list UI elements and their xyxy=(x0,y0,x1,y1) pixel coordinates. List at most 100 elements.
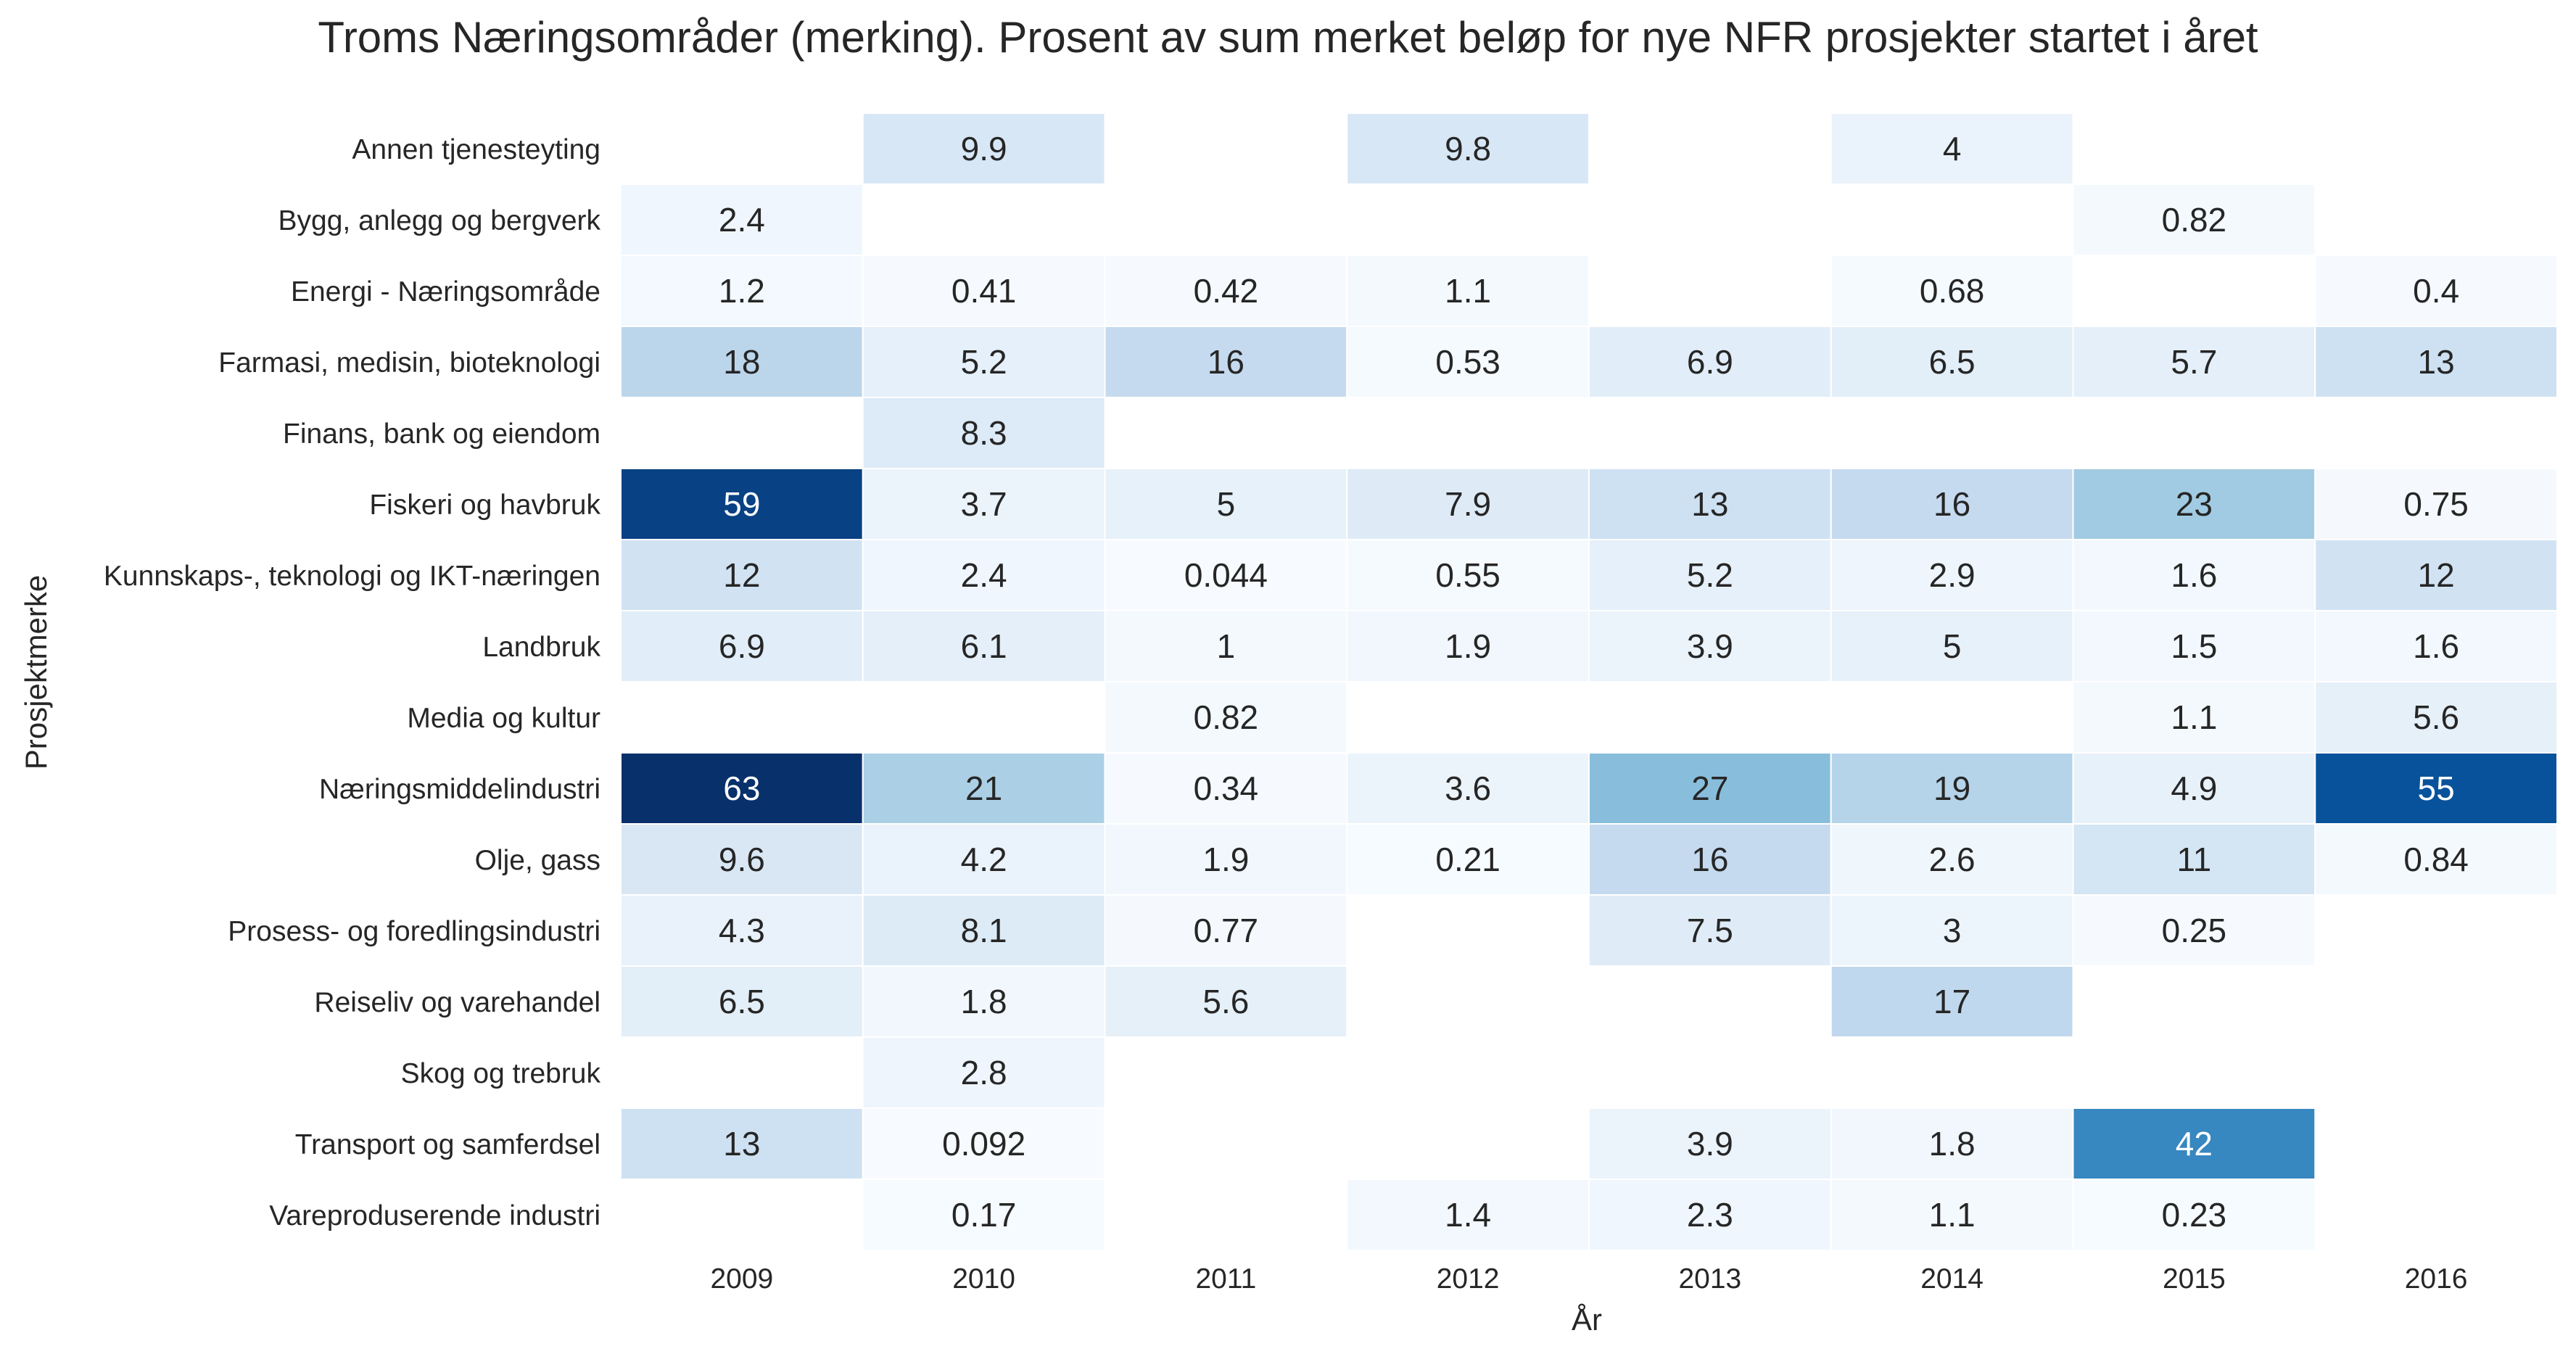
cell-value-label: 18 xyxy=(723,343,760,381)
cell-value-label: 6.9 xyxy=(1687,343,1733,381)
x-tick-label: 2014 xyxy=(1920,1263,1983,1295)
cell-value-label: 2.6 xyxy=(1929,841,1976,878)
cell-value-label: 9.9 xyxy=(961,130,1007,168)
cell-value-label: 7.5 xyxy=(1687,912,1733,949)
cell-value-label: 3.7 xyxy=(961,485,1007,523)
heatmap-cell xyxy=(2072,681,2316,754)
heatmap-cell xyxy=(1104,681,1348,754)
y-tick-label: Farmasi, medisin, bioteknologi xyxy=(218,347,600,379)
heatmap-cell xyxy=(1104,468,1348,540)
cell-value-label: 13 xyxy=(723,1125,760,1163)
heatmap-cell xyxy=(862,610,1106,682)
cell-value-label: 21 xyxy=(965,769,1002,807)
heatmap-cell xyxy=(1346,752,1590,825)
cell-value-label: 9.8 xyxy=(1445,130,1491,168)
heatmap-cell xyxy=(2072,894,2316,967)
cell-value-label: 16 xyxy=(1933,485,1970,523)
cell-value-label: 0.77 xyxy=(1194,912,1259,949)
cell-value-label: 0.41 xyxy=(951,272,1017,310)
x-tick-label: 2011 xyxy=(1195,1263,1256,1295)
cell-value-label: 0.4 xyxy=(2413,272,2459,310)
heatmap-cell xyxy=(1830,1179,2074,1251)
heatmap-cell xyxy=(2072,752,2316,825)
heatmap-cell xyxy=(862,1107,1106,1180)
chart-title: Troms Næringsområder (merking). Prosent … xyxy=(318,13,2258,62)
cell-value-label: 0.68 xyxy=(1920,272,1985,310)
cell-value-label: 0.82 xyxy=(1194,698,1259,736)
cell-value-label: 1.4 xyxy=(1445,1196,1491,1234)
cell-value-label: 0.044 xyxy=(1184,556,1268,594)
heatmap-cell xyxy=(1588,894,1832,967)
heatmap-cell xyxy=(620,468,864,540)
cell-value-label: 5 xyxy=(1217,485,1236,523)
heatmap-cell xyxy=(862,397,1106,469)
cell-value-label: 3.9 xyxy=(1687,1125,1733,1163)
cell-value-label: 4 xyxy=(1943,130,1962,168)
cell-value-label: 1.2 xyxy=(719,272,765,310)
cell-value-label: 0.092 xyxy=(942,1125,1025,1163)
cell-value-label: 3 xyxy=(1943,912,1962,949)
cell-value-label: 5.6 xyxy=(2413,698,2459,736)
cell-value-label: 0.21 xyxy=(1435,841,1500,878)
heatmap-cell xyxy=(620,255,864,327)
heatmap-cell xyxy=(1830,326,2074,398)
cell-value-label: 5.7 xyxy=(2171,343,2217,381)
cell-value-label: 6.1 xyxy=(961,627,1007,665)
cell-value-label: 1.9 xyxy=(1445,627,1491,665)
heatmap-cell xyxy=(2072,326,2316,398)
heatmap-cell xyxy=(1588,610,1832,682)
heatmap-cell xyxy=(1104,539,1348,611)
x-tick-label: 2015 xyxy=(2163,1263,2226,1295)
cell-value-label: 5.2 xyxy=(961,343,1007,381)
cell-value-label: 0.42 xyxy=(1194,272,1259,310)
y-tick-label: Bygg, anlegg og bergverk xyxy=(278,205,601,236)
cell-value-label: 3.9 xyxy=(1687,627,1733,665)
y-tick-label: Landbruk xyxy=(482,632,600,663)
cell-value-label: 2.4 xyxy=(961,556,1007,594)
heatmap-cell xyxy=(1588,1107,1832,1180)
y-tick-label: Media og kultur xyxy=(407,703,600,734)
cell-value-label: 1.1 xyxy=(1445,272,1491,310)
cell-value-label: 4.9 xyxy=(2171,769,2217,807)
y-tick-label: Prosess- og foredlingsindustri xyxy=(228,916,600,947)
heatmap-cell xyxy=(2314,255,2558,327)
cell-value-label: 5.6 xyxy=(1202,983,1249,1020)
heatmap-cell xyxy=(1104,965,1348,1038)
x-tick-label: 2010 xyxy=(952,1263,1015,1295)
cell-value-label: 13 xyxy=(1691,485,1728,523)
cell-value-label: 9.6 xyxy=(719,841,765,878)
y-tick-label: Olje, gass xyxy=(475,845,600,876)
heatmap-cell xyxy=(2072,1107,2316,1180)
cell-value-label: 3.6 xyxy=(1445,769,1491,807)
cell-value-label: 1.8 xyxy=(1929,1125,1976,1163)
heatmap-cell xyxy=(620,183,864,256)
cell-value-label: 1.6 xyxy=(2413,627,2459,665)
cell-value-label: 0.17 xyxy=(951,1196,1017,1234)
heatmap-cell xyxy=(862,326,1106,398)
heatmap-cell xyxy=(2314,681,2558,754)
heatmap-cell xyxy=(620,752,864,825)
cell-value-label: 5 xyxy=(1943,627,1962,665)
cell-value-label: 1.5 xyxy=(2171,627,2217,665)
heatmap-cell xyxy=(862,112,1106,185)
cell-value-label: 13 xyxy=(2418,343,2455,381)
x-tick-label: 2009 xyxy=(710,1263,773,1295)
x-axis-label: År xyxy=(1572,1303,1602,1337)
cell-value-label: 1.6 xyxy=(2171,556,2217,594)
cell-value-label: 2.8 xyxy=(961,1054,1007,1091)
cell-value-label: 55 xyxy=(2418,769,2455,807)
cell-value-label: 7.9 xyxy=(1445,485,1491,523)
heatmap-cell xyxy=(1830,752,2074,825)
y-tick-label: Skog og trebruk xyxy=(401,1058,601,1089)
y-tick-label: Vareproduserende industri xyxy=(269,1200,600,1231)
heatmap-cell xyxy=(1588,1179,1832,1251)
cell-value-label: 0.25 xyxy=(2162,912,2227,949)
cell-value-label: 12 xyxy=(2418,556,2455,594)
x-tick-label: 2013 xyxy=(1678,1263,1741,1295)
cell-value-label: 5.2 xyxy=(1687,556,1733,594)
heatmap-cell xyxy=(862,752,1106,825)
cell-value-label: 0.53 xyxy=(1435,343,1500,381)
heatmap-cell xyxy=(1104,610,1348,682)
x-tick-labels: 2009 2010 2011 2012 2013 2014 2015 2016 xyxy=(710,1263,2467,1295)
